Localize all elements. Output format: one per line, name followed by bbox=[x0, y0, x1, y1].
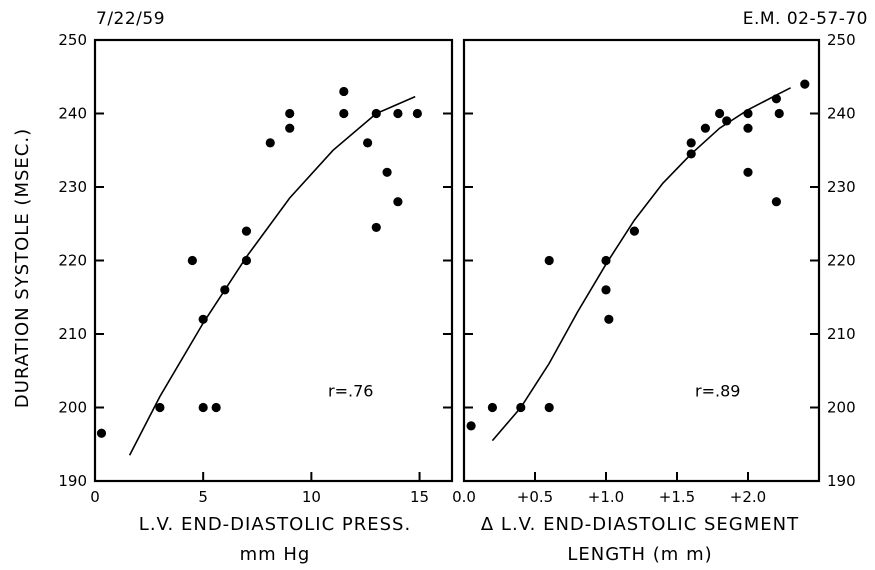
data-point bbox=[604, 314, 614, 324]
data-point bbox=[155, 402, 165, 413]
left-panel: 190 200 210 220 230 240 250 0 5 10 15 r=.76 bbox=[58, 31, 454, 506]
left-x-axis-unit: mm Hg bbox=[240, 544, 311, 565]
subject-id-label: E.M. 02-57-70 bbox=[743, 9, 868, 29]
data-point bbox=[700, 123, 711, 133]
data-point bbox=[771, 197, 782, 207]
y-tick-label: 220 bbox=[58, 252, 87, 270]
data-point bbox=[722, 116, 732, 126]
data-point bbox=[601, 285, 611, 295]
y-tick-label: 210 bbox=[58, 325, 87, 343]
x-tick-label: +1.5 bbox=[659, 488, 695, 506]
fit-curve bbox=[491, 87, 791, 442]
data-point bbox=[686, 138, 696, 148]
data-point bbox=[220, 285, 230, 295]
data-point bbox=[743, 167, 753, 177]
y-tick-label: 200 bbox=[58, 399, 87, 417]
right-x-axis-title: Δ L.V. END-DIASTOLIC SEGMENT bbox=[481, 514, 799, 535]
x-tick-label: +2.0 bbox=[730, 488, 766, 506]
data-point bbox=[211, 402, 221, 413]
y-tick-label: 200 bbox=[827, 399, 856, 417]
data-point bbox=[629, 226, 640, 236]
data-point bbox=[743, 123, 753, 133]
y-tick-label: 210 bbox=[827, 325, 856, 343]
y-tick-label: 250 bbox=[58, 31, 87, 49]
data-point bbox=[412, 108, 422, 119]
data-point bbox=[371, 108, 381, 119]
data-point bbox=[771, 94, 782, 104]
right-plot-frame bbox=[462, 38, 821, 483]
x-tick-label: 10 bbox=[302, 488, 321, 506]
left-plot-frame bbox=[93, 38, 454, 483]
data-point bbox=[487, 402, 497, 413]
y-tick-label: 230 bbox=[58, 178, 87, 196]
data-point bbox=[516, 402, 526, 413]
data-point bbox=[285, 108, 295, 119]
data-point bbox=[544, 255, 554, 266]
x-tick-label: 0.0 bbox=[452, 488, 476, 506]
y-axis-title: DURATION SYSTOLE (MSEC.) bbox=[12, 128, 33, 408]
data-point bbox=[393, 197, 403, 207]
x-tick-label: +1.0 bbox=[588, 488, 624, 506]
correlation-label: r=.76 bbox=[328, 381, 373, 400]
data-point bbox=[382, 167, 392, 177]
data-point bbox=[241, 226, 252, 236]
data-point bbox=[371, 222, 381, 233]
y-tick-label: 220 bbox=[827, 252, 856, 270]
x-tick-label: +0.5 bbox=[517, 488, 553, 506]
y-tick-label: 250 bbox=[827, 31, 856, 49]
data-point bbox=[601, 255, 611, 266]
data-point bbox=[686, 149, 696, 159]
data-point bbox=[800, 79, 810, 89]
data-point bbox=[544, 402, 554, 413]
data-point bbox=[96, 428, 107, 438]
data-point bbox=[241, 255, 252, 266]
data-point bbox=[265, 138, 275, 148]
data-point bbox=[198, 402, 208, 413]
x-tick-label: 5 bbox=[198, 488, 208, 506]
data-point bbox=[466, 421, 476, 431]
right-panel: 190 200 210 220 230 240 250 0.0 +0.5 +1.0 +1.5 +2.0… bbox=[452, 31, 856, 506]
y-tick-label: 240 bbox=[58, 105, 87, 123]
y-tick-label: 190 bbox=[827, 472, 856, 490]
data-point bbox=[393, 108, 403, 119]
data-point bbox=[198, 314, 208, 324]
left-x-axis-title: L.V. END-DIASTOLIC PRESS. bbox=[139, 514, 411, 535]
data-point bbox=[339, 86, 349, 97]
y-tick-label: 230 bbox=[827, 178, 856, 196]
data-point bbox=[285, 123, 295, 133]
x-tick-label: 0 bbox=[90, 488, 100, 506]
correlation-label: r=.89 bbox=[695, 381, 740, 400]
data-point bbox=[187, 255, 197, 266]
fit-curve bbox=[128, 95, 416, 456]
data-point bbox=[743, 108, 753, 119]
data-point bbox=[363, 138, 373, 148]
data-point bbox=[715, 108, 725, 119]
x-tick-label: 15 bbox=[410, 488, 429, 506]
date-label: 7/22/59 bbox=[96, 9, 165, 29]
y-tick-label: 190 bbox=[58, 472, 87, 490]
data-point bbox=[339, 108, 349, 119]
right-x-axis-unit: LENGTH (m m) bbox=[567, 544, 712, 565]
y-tick-label: 240 bbox=[827, 105, 856, 123]
data-point bbox=[774, 108, 784, 119]
